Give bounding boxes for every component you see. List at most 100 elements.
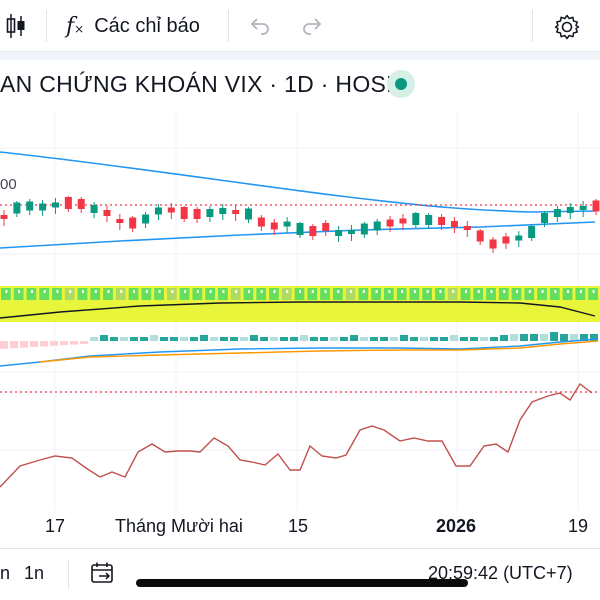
candle-body [167, 207, 175, 213]
market-status-dot[interactable] [387, 70, 415, 98]
candle-body [373, 221, 381, 231]
volume-marker [350, 290, 353, 293]
volume-marker [81, 290, 84, 293]
macd-bar [410, 337, 418, 341]
macd-bar [330, 337, 338, 341]
redo-icon[interactable] [300, 14, 324, 38]
volume-marker [273, 290, 276, 293]
macd-bar [320, 337, 328, 341]
volume-marker [452, 290, 455, 293]
volume-marker [337, 290, 340, 293]
volume-bar [345, 288, 356, 300]
volume-bar [320, 288, 330, 300]
volume-bar [409, 288, 420, 300]
toolbar-separator-band [0, 52, 600, 60]
macd-bar [190, 337, 198, 341]
volume-marker [464, 290, 467, 293]
goto-date-icon[interactable] [90, 561, 116, 590]
time-axis[interactable]: 17 Tháng Mười hai 15 2026 19 [0, 512, 600, 542]
macd-bar [60, 341, 68, 346]
volume-marker [477, 290, 480, 293]
macd-bar [230, 337, 238, 341]
candle-body [309, 226, 317, 236]
volume-bars [1, 288, 598, 300]
gear-icon[interactable] [552, 12, 582, 42]
volume-bar [103, 288, 113, 300]
volume-bar [269, 288, 279, 300]
volume-marker [541, 290, 544, 293]
range-partial-button[interactable]: n [0, 563, 11, 583]
candle-body [360, 223, 368, 235]
volume-bar [218, 288, 228, 300]
volume-bar [1, 288, 11, 300]
candle-body [438, 217, 446, 225]
ma-line-upper [0, 151, 596, 213]
candle-body [450, 221, 458, 227]
macd-bar [470, 337, 478, 341]
volume-marker [528, 290, 531, 293]
macd-bar [200, 335, 208, 341]
volume-bar [128, 288, 139, 300]
candle-body [412, 213, 420, 225]
volume-marker [592, 290, 595, 293]
undo-icon[interactable] [248, 14, 272, 38]
volume-bar [90, 288, 101, 300]
clock-label[interactable]: 20:59:42 (UTC+7) [428, 563, 573, 583]
candle-body [553, 209, 561, 217]
indicators-button[interactable]: f× Các chỉ báo [66, 10, 200, 42]
candle-body [463, 226, 471, 230]
candle-body [541, 213, 549, 223]
volume-bar [473, 288, 484, 300]
volume-bar [243, 288, 254, 300]
volume-marker [439, 290, 442, 293]
volume-marker [120, 290, 123, 293]
macd-bar [0, 341, 8, 349]
candle-body [180, 207, 188, 219]
macd-bar [400, 335, 408, 341]
candles-icon[interactable] [4, 12, 28, 40]
grid-lines [0, 110, 600, 510]
range-1n-button[interactable]: 1n [24, 563, 45, 583]
macd-bar [510, 334, 518, 341]
top-toolbar: f× Các chỉ báo [0, 0, 600, 52]
volume-marker [247, 290, 250, 293]
volume-bar [549, 288, 560, 300]
macd-bar [500, 335, 508, 341]
symbol-title[interactable]: AN CHỨNG KHOÁN VIX · 1D · HOSE [0, 71, 402, 97]
volume-bar [383, 288, 394, 300]
macd-bar [370, 337, 378, 341]
volume-marker [260, 290, 263, 293]
price-chart[interactable] [0, 110, 600, 540]
candle-body [13, 202, 21, 214]
volume-bar [205, 288, 216, 300]
macd-bar [40, 341, 48, 347]
volume-marker [299, 290, 301, 293]
candle-body [592, 200, 600, 212]
volume-bar [294, 288, 305, 300]
volume-bar [230, 288, 241, 300]
volume-marker [426, 290, 429, 293]
volume-bar [307, 288, 318, 300]
candle-body [399, 218, 407, 224]
macd-bar [150, 335, 158, 341]
volume-bar [447, 288, 458, 300]
volume-bar [256, 288, 267, 300]
volume-bar [39, 288, 50, 300]
macd-histogram [0, 332, 598, 349]
toolbar-divider [532, 10, 533, 42]
volume-bar [575, 288, 586, 300]
volume-marker [324, 290, 327, 293]
volume-bar [332, 288, 343, 300]
volume-bar [486, 288, 496, 300]
volume-bar [26, 288, 37, 300]
macd-bar [20, 341, 28, 348]
candle-body [579, 206, 587, 210]
macd-bar [570, 334, 578, 341]
macd-bar [140, 337, 148, 341]
volume-marker [503, 290, 506, 293]
candle-body [219, 208, 227, 214]
candle-body [232, 210, 240, 214]
volume-marker [30, 290, 33, 293]
macd-bar [100, 335, 108, 341]
volume-bar [192, 288, 203, 300]
